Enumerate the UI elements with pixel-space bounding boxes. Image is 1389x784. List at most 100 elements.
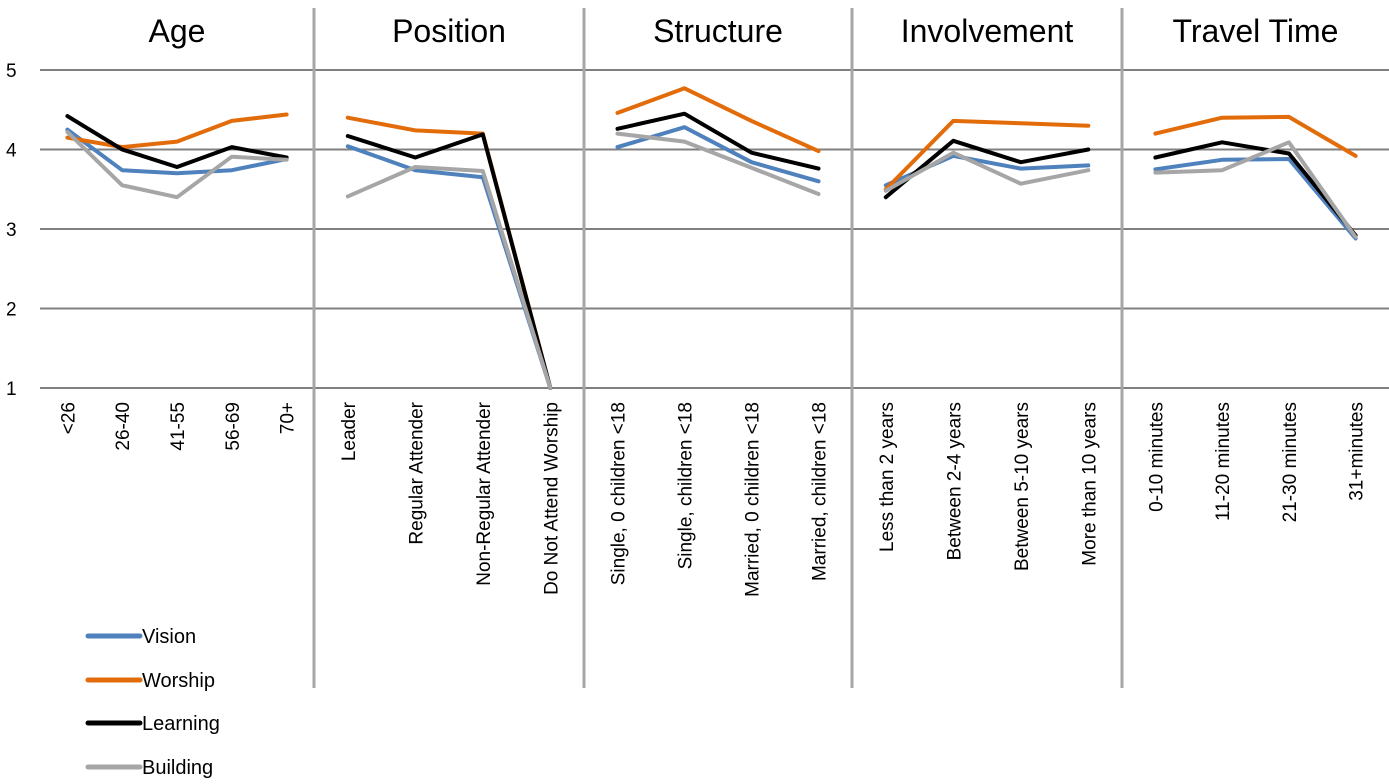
data-point [121,169,124,172]
data-point [616,146,619,149]
data-point [1221,141,1224,144]
data-point [230,169,233,172]
data-point [817,167,820,170]
data-point [683,87,686,90]
x-tick-label: Leader [339,401,360,461]
panel-title: Age [149,13,206,49]
data-point [176,196,179,199]
x-tick-label: 31+minutes [1347,402,1368,501]
x-tick-label: Regular Attender [406,401,427,544]
x-tick-label: 41-55 [168,402,189,451]
data-point [1087,124,1090,127]
data-point [176,140,179,143]
data-point [1221,169,1224,172]
data-point [1019,122,1022,125]
data-point [817,180,820,183]
data-point [616,127,619,130]
data-point [1354,235,1357,238]
data-point [176,172,179,175]
data-point [884,189,887,192]
data-point [414,129,417,132]
data-point [1287,158,1290,161]
data-point [230,119,233,122]
data-point [1154,168,1157,171]
data-point [346,116,349,119]
data-point [1287,115,1290,118]
y-tick-label: 5 [6,61,17,82]
x-tick-label: Non-Regular Attender [474,401,495,585]
data-point [683,126,686,129]
data-point [1154,132,1157,135]
data-point [1087,148,1090,151]
data-point [750,166,753,169]
data-point [176,165,179,168]
data-point [1154,156,1157,159]
y-tick-label: 3 [6,220,17,241]
data-point [750,161,753,164]
x-tick-label: 21-30 minutes [1280,402,1301,522]
x-tick-label: Less than 2 years [877,402,898,552]
data-point [481,169,484,172]
data-point [750,119,753,122]
y-tick-label: 1 [6,379,17,400]
data-point [683,112,686,115]
data-point [750,151,753,154]
x-tick-label: Between 5-10 years [1012,402,1033,571]
data-point [285,158,288,161]
data-point [346,134,349,137]
data-point [414,165,417,168]
data-point [230,155,233,158]
data-point [346,195,349,198]
data-point [1221,116,1224,119]
data-point [66,131,69,134]
data-point [414,156,417,159]
x-tick-label: Between 2-4 years [944,402,965,560]
x-tick-label: Single, children <18 [676,402,697,569]
data-point [683,140,686,143]
data-point [1287,141,1290,144]
data-point [952,151,955,154]
legend-label: Vision [142,626,196,648]
legend-label: Worship [142,670,215,692]
data-point [1221,158,1224,161]
legend-label: Learning [142,713,220,735]
y-tick-label: 4 [6,141,17,162]
data-point [1287,152,1290,155]
data-point [1019,182,1022,185]
x-tick-label: <26 [58,402,79,434]
data-point [66,115,69,118]
data-point [884,196,887,199]
x-tick-label: Married, 0 children <18 [743,402,764,597]
x-tick-label: 56-69 [223,402,244,451]
legend-label: Building [142,757,213,779]
data-point [952,139,955,142]
data-point [616,132,619,135]
panel-title: Travel Time [1173,13,1339,49]
series-line-worship [618,88,819,151]
x-tick-label: More than 10 years [1079,402,1100,566]
panel-title: Structure [653,13,783,49]
data-point [1087,164,1090,167]
data-point [481,133,484,136]
data-point [121,148,124,151]
panel-title: Involvement [901,13,1074,49]
data-point [952,119,955,122]
data-point [230,146,233,149]
x-tick-label: Married, children <18 [810,402,831,581]
data-point [549,387,552,390]
x-tick-label: Single, 0 children <18 [609,402,630,585]
x-tick-label: Do Not Attend Worship [541,402,562,595]
panel-title: Position [392,13,506,49]
data-point [1087,169,1090,172]
x-tick-label: 26-40 [113,402,134,451]
data-point [817,150,820,153]
x-tick-label: 11-20 minutes [1213,402,1234,521]
x-tick-label: 0-10 minutes [1146,402,1167,512]
data-point [1019,161,1022,164]
data-point [817,193,820,196]
data-point [1354,154,1357,157]
data-point [346,145,349,148]
series-line-building [1155,142,1355,237]
data-point [616,111,619,114]
